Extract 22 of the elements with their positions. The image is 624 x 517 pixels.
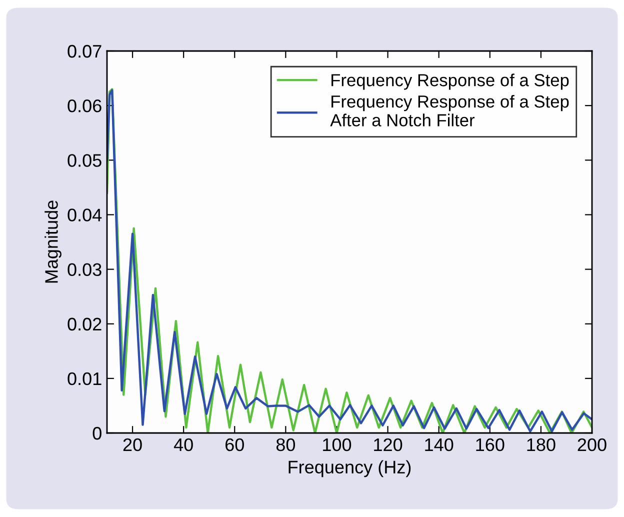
y-axis-title: Magnitude: [44, 200, 62, 283]
x-tick-label: 100: [323, 438, 352, 452]
y-tick-label: 0.03: [68, 263, 102, 276]
y-tick-label: 0: [92, 426, 102, 440]
x-tick-label: 20: [123, 438, 142, 452]
x-tick-label: 60: [226, 438, 244, 452]
x-tick-label: 180: [527, 438, 556, 452]
x-tick-label: 140: [425, 438, 454, 452]
legend-label: Frequency Response of a Step: [332, 74, 569, 90]
x-axis-title: Frequency (Hz): [288, 460, 411, 478]
x-tick-label: 200: [578, 438, 606, 452]
x-tick-label: 80: [276, 438, 296, 452]
x-tick-label: 40: [174, 438, 193, 452]
y-tick-label: 0.02: [68, 318, 102, 331]
y-tick-label: 0.06: [68, 100, 102, 112]
y-tick-label: 0.05: [68, 154, 102, 167]
legend-label: Frequency Response of a Step After a Notch Filter: [330, 94, 569, 126]
y-tick-label: 0.01: [68, 372, 102, 386]
y-tick-label: 0.07: [68, 44, 102, 58]
x-tick-label: 120: [374, 438, 402, 452]
y-tick-label: 0.04: [68, 208, 102, 222]
x-tick-label: 160: [476, 438, 504, 452]
